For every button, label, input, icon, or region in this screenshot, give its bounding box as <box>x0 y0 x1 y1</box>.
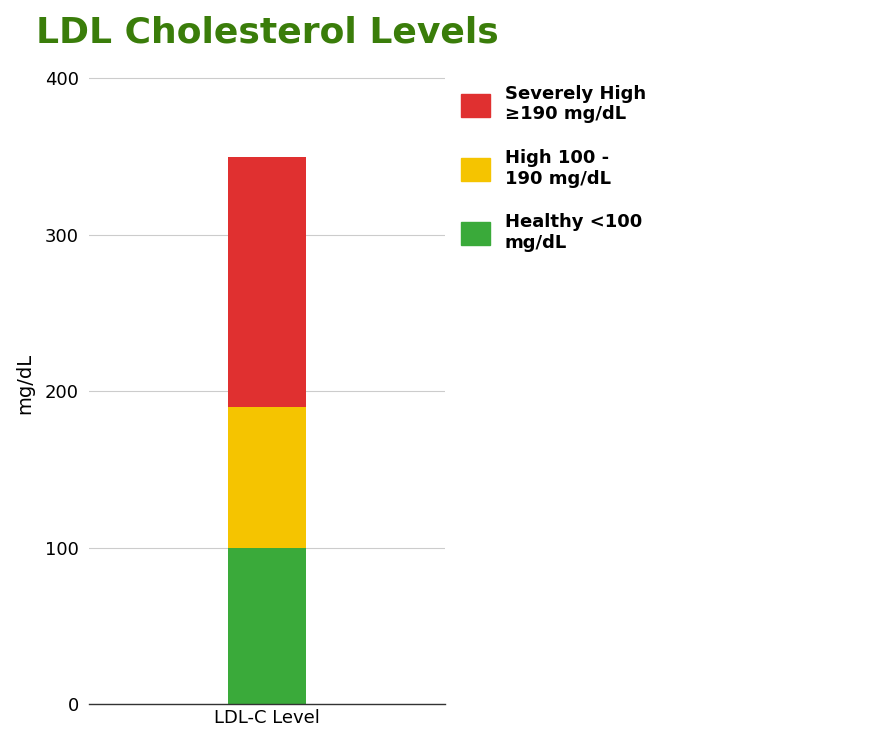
Bar <box>228 157 306 407</box>
Title: LDL Cholesterol Levels: LDL Cholesterol Levels <box>36 15 498 49</box>
Legend: Severely High
≥190 mg/dL, High 100 -
190 mg/dL, Healthy <100
mg/dL: Severely High ≥190 mg/dL, High 100 - 190… <box>460 85 645 252</box>
Y-axis label: mg/dL: mg/dL <box>15 353 34 414</box>
Bar <box>228 407 306 548</box>
Bar <box>228 548 306 704</box>
